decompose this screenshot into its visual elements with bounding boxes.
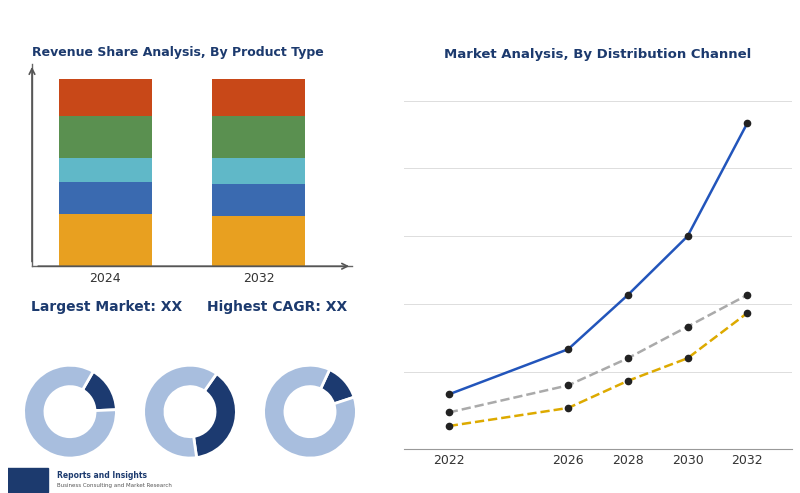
FancyBboxPatch shape bbox=[6, 468, 49, 492]
Wedge shape bbox=[321, 370, 354, 404]
Bar bbox=[212, 79, 306, 116]
Title: Market Analysis, By Distribution Channel: Market Analysis, By Distribution Channel bbox=[444, 48, 752, 61]
Text: Reports and Insights: Reports and Insights bbox=[58, 471, 147, 480]
Bar bbox=[58, 214, 152, 266]
Wedge shape bbox=[24, 365, 116, 458]
Bar bbox=[212, 184, 306, 216]
Bar bbox=[212, 158, 306, 184]
Wedge shape bbox=[264, 365, 356, 458]
Wedge shape bbox=[82, 371, 116, 411]
Bar bbox=[212, 116, 306, 158]
Bar bbox=[58, 79, 152, 116]
Bar bbox=[58, 116, 152, 158]
Bar bbox=[58, 182, 152, 214]
Text: Largest Market: XX: Largest Market: XX bbox=[30, 300, 182, 314]
Text: Revenue Share Analysis, By Product Type: Revenue Share Analysis, By Product Type bbox=[32, 46, 324, 59]
Bar bbox=[58, 158, 152, 182]
Text: Business Consulting and Market Research: Business Consulting and Market Research bbox=[58, 483, 172, 488]
Text: Highest CAGR: XX: Highest CAGR: XX bbox=[207, 300, 348, 314]
Wedge shape bbox=[194, 374, 236, 458]
Bar bbox=[212, 216, 306, 266]
Text: GCC UHT MILK MARKET ANALYSIS SEGMENT ANALYSIS: GCC UHT MILK MARKET ANALYSIS SEGMENT ANA… bbox=[10, 17, 538, 35]
Wedge shape bbox=[144, 365, 217, 458]
